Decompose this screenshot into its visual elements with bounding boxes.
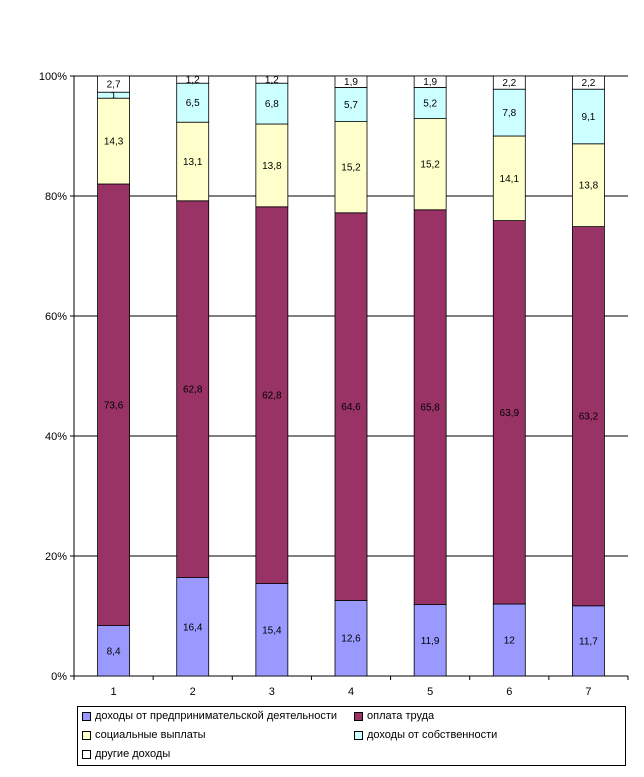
y-tick-label: 80%	[45, 191, 67, 203]
x-tick-label: 2	[190, 686, 196, 698]
bar-segment	[97, 97, 130, 185]
bar-segment	[176, 577, 210, 677]
legend: доходы от предпринимательской деятельнос…	[77, 706, 626, 766]
legend-swatch	[82, 730, 91, 740]
bar-segment	[176, 82, 210, 123]
data-label: 65,8	[420, 403, 440, 414]
legend-label: доходы от собственности	[367, 729, 498, 741]
data-label: 6,5	[186, 98, 200, 109]
data-label: 9,1	[581, 112, 595, 123]
data-label: 2,7	[107, 80, 121, 91]
stacked-bar-chart: 0%20%40%60%80%100%8,473,614,312,7116,462…	[39, 71, 629, 698]
x-tick-label: 7	[585, 686, 591, 698]
data-label: 13,1	[183, 157, 203, 168]
bar-segment	[334, 212, 368, 601]
x-tick-label: 4	[348, 686, 354, 698]
legend-label: социальные выплаты	[95, 729, 206, 741]
bar-segment	[413, 604, 447, 677]
bar-segment	[492, 75, 526, 90]
y-tick-label: 60%	[45, 311, 67, 323]
bar-segment	[255, 123, 289, 208]
bar-segment	[255, 82, 289, 125]
data-label: 1,9	[423, 77, 437, 88]
legend-label: доходы от предпринимательской деятельнос…	[95, 710, 338, 722]
data-label: 12,6	[341, 634, 361, 645]
bar-segment	[97, 183, 130, 627]
y-tick-label: 20%	[45, 551, 67, 563]
legend-label: другие доходы	[95, 748, 171, 760]
data-label: 1	[111, 91, 117, 102]
x-tick-label: 5	[427, 686, 433, 698]
data-label: 16,4	[183, 622, 203, 633]
data-label: 73,6	[104, 400, 124, 411]
bar-segment	[413, 75, 447, 88]
legend-swatch	[82, 749, 91, 759]
x-tick-label: 3	[269, 686, 275, 698]
bar-segment	[572, 88, 605, 145]
bar-segment	[334, 600, 368, 677]
y-tick-label: 40%	[45, 431, 67, 443]
legend-swatch	[82, 711, 91, 721]
data-label: 5,7	[344, 100, 358, 111]
data-label: 7,8	[502, 108, 516, 119]
data-label: 15,4	[262, 625, 282, 636]
data-label: 1,2	[186, 75, 200, 86]
data-label: 12	[504, 636, 516, 647]
bar-segment	[176, 121, 210, 202]
legend-item-entrepreneurial: доходы от предпринимательской деятельнос…	[82, 710, 337, 722]
data-label: 1,2	[265, 75, 279, 86]
legend-swatch	[354, 730, 363, 740]
bar-segment	[572, 605, 605, 677]
bar-segment	[572, 143, 605, 228]
data-label: 11,9	[421, 636, 440, 647]
legend-swatch	[354, 711, 363, 721]
data-label: 1,9	[344, 77, 358, 88]
bar-segment	[572, 226, 605, 607]
legend-label: оплата труда	[367, 710, 435, 722]
data-label: 14,3	[104, 137, 124, 148]
data-label: 2,2	[502, 78, 516, 89]
bar-segment	[176, 200, 210, 578]
bar-segment	[255, 583, 289, 677]
data-label: 63,2	[579, 412, 599, 423]
legend-item-wages: оплата труда	[354, 710, 434, 722]
bar-segment	[334, 121, 368, 214]
legend-item-property: доходы от собственности	[354, 729, 497, 741]
data-label: 62,8	[262, 391, 282, 402]
bar-segment	[97, 625, 130, 677]
x-tick-label: 1	[111, 686, 117, 698]
legend-item-other: другие доходы	[82, 748, 170, 760]
data-label: 13,8	[579, 181, 599, 192]
data-label: 13,8	[262, 161, 282, 172]
data-label: 63,9	[500, 408, 520, 419]
bar-segment	[334, 75, 368, 88]
data-label: 64,6	[341, 402, 361, 413]
y-tick-label: 0%	[51, 671, 67, 683]
data-label: 2,2	[581, 78, 595, 89]
bar-segment	[572, 75, 605, 90]
data-label: 15,2	[420, 160, 440, 171]
bar-segment	[492, 603, 526, 677]
y-tick-label: 100%	[39, 71, 67, 83]
data-label: 5,2	[423, 99, 437, 110]
bar-segment	[97, 75, 130, 93]
bar-segment	[413, 209, 447, 605]
bar-segment	[492, 88, 526, 137]
legend-item-social: социальные выплаты	[82, 729, 206, 741]
data-label: 14,1	[500, 174, 520, 185]
bar-segment	[255, 75, 289, 84]
data-label: 6,8	[265, 99, 279, 110]
x-tick-label: 6	[506, 686, 512, 698]
data-label: 15,2	[341, 163, 361, 174]
data-label: 62,8	[183, 385, 203, 396]
data-label: 11,7	[579, 636, 598, 647]
bar-segment	[176, 75, 210, 84]
bar-segment	[492, 220, 526, 605]
bar-segment	[492, 135, 526, 221]
data-label: 8,4	[107, 646, 121, 657]
